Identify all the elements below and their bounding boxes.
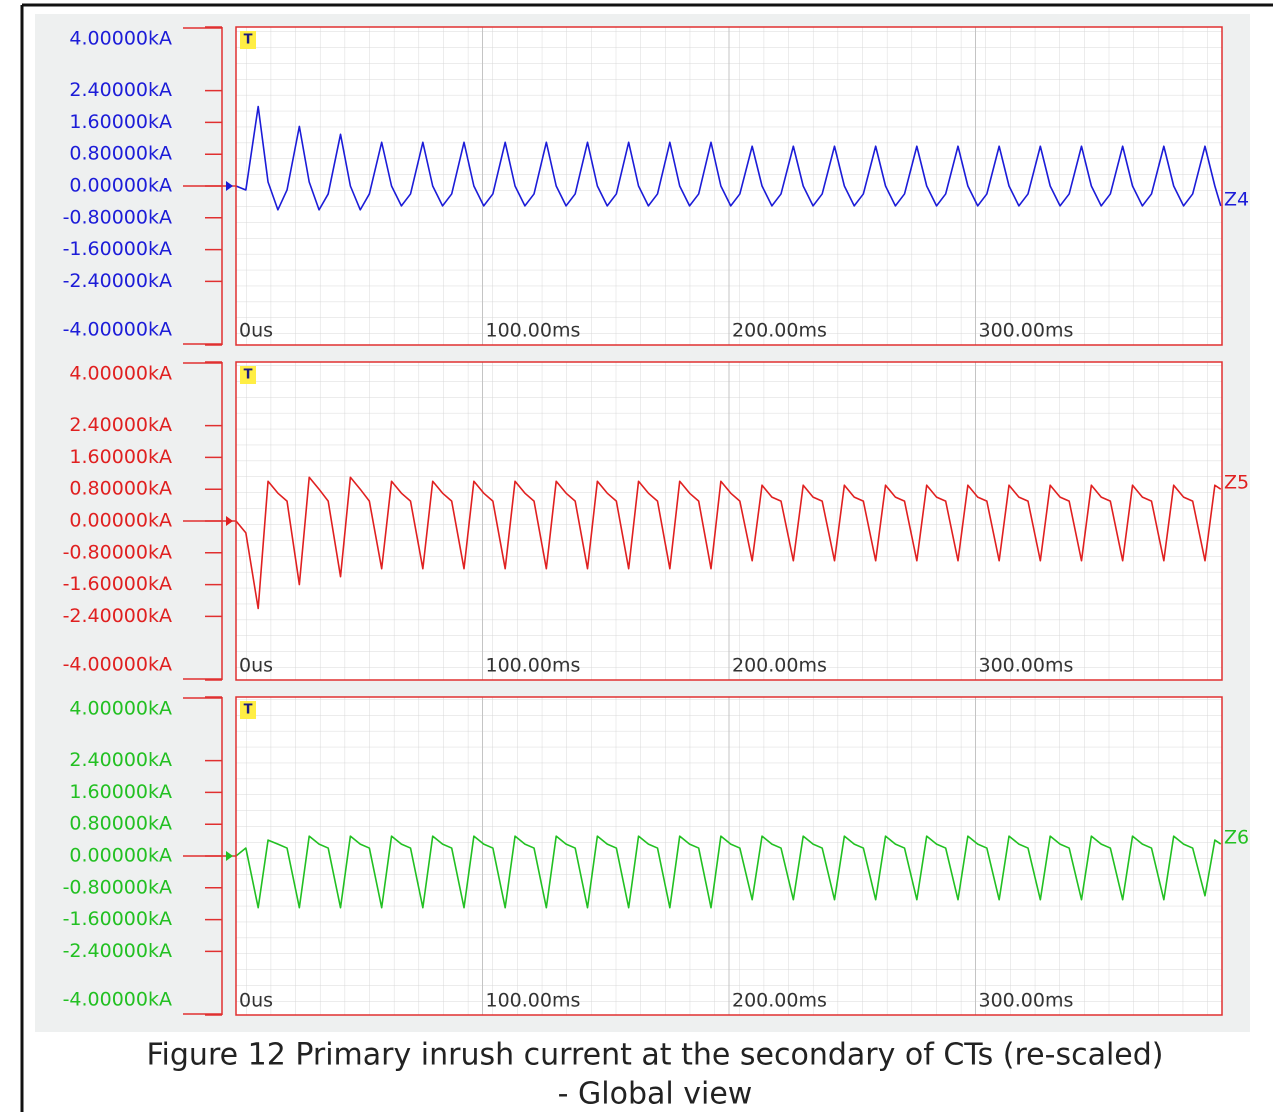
y-tick-label: 1.60000kA bbox=[69, 446, 172, 468]
x-tick-label: 0us bbox=[239, 990, 273, 1012]
y-tick-label: 0.00000kA bbox=[69, 510, 172, 532]
y-tick-label: -0.80000kA bbox=[63, 206, 172, 228]
y-tick-label: 0.00000kA bbox=[69, 175, 172, 197]
y-tick-label: -4.00000kA bbox=[63, 654, 172, 676]
zero-marker bbox=[226, 516, 233, 526]
y-tick-label: -0.80000kA bbox=[63, 876, 172, 898]
y-tick-label: 2.40000kA bbox=[69, 79, 172, 101]
y-tick-label: 4.00000kA bbox=[69, 363, 172, 385]
y-tick-label: -1.60000kA bbox=[63, 238, 172, 260]
zero-marker bbox=[226, 181, 233, 191]
y-tick-label: -1.60000kA bbox=[63, 573, 172, 595]
caption: - Global view bbox=[558, 1077, 753, 1112]
x-tick-label: 300.00ms bbox=[979, 320, 1074, 342]
x-tick-label: 200.00ms bbox=[732, 655, 827, 677]
trigger-badge bbox=[240, 31, 256, 49]
plot-border bbox=[235, 26, 1223, 346]
y-tick-label: 2.40000kA bbox=[69, 749, 172, 771]
series-line bbox=[235, 105, 1222, 211]
x-tick-label: 0us bbox=[239, 655, 273, 677]
trigger-label: T bbox=[244, 368, 253, 383]
plot-border bbox=[235, 361, 1223, 681]
x-tick-label: 100.00ms bbox=[486, 655, 581, 677]
trigger-label: T bbox=[244, 33, 253, 48]
y-tick-label: -4.00000kA bbox=[63, 319, 172, 341]
caption: Figure 12 Primary inrush current at the … bbox=[146, 1038, 1163, 1073]
plot-border bbox=[235, 696, 1223, 1016]
series-line bbox=[235, 476, 1222, 610]
y-tick-label: 0.80000kA bbox=[69, 143, 172, 165]
x-tick-label: 0us bbox=[239, 320, 273, 342]
x-tick-label: 100.00ms bbox=[486, 990, 581, 1012]
x-tick-label: 200.00ms bbox=[732, 990, 827, 1012]
series-line bbox=[235, 835, 1222, 909]
y-tick-label: 1.60000kA bbox=[69, 781, 172, 803]
series-name: Z5 bbox=[1224, 472, 1249, 494]
y-tick-label: 4.00000kA bbox=[69, 28, 172, 50]
y-tick-label: 1.60000kA bbox=[69, 111, 172, 133]
y-tick-label: 0.80000kA bbox=[69, 813, 172, 835]
y-tick-label: 0.00000kA bbox=[69, 845, 172, 867]
y-tick-label: -2.40000kA bbox=[63, 605, 172, 627]
y-tick-label: 2.40000kA bbox=[69, 414, 172, 436]
x-tick-label: 300.00ms bbox=[979, 990, 1074, 1012]
y-tick-label: -1.60000kA bbox=[63, 908, 172, 930]
zero-marker bbox=[226, 851, 233, 861]
trigger-badge bbox=[240, 701, 256, 719]
y-tick-label: 4.00000kA bbox=[69, 698, 172, 720]
y-tick-label: -0.80000kA bbox=[63, 541, 172, 563]
y-tick-label: -4.00000kA bbox=[63, 989, 172, 1011]
x-tick-label: 300.00ms bbox=[979, 655, 1074, 677]
x-tick-label: 200.00ms bbox=[732, 320, 827, 342]
y-tick-label: -2.40000kA bbox=[63, 270, 172, 292]
y-tick-label: 0.80000kA bbox=[69, 478, 172, 500]
trigger-label: T bbox=[244, 703, 253, 718]
trigger-badge bbox=[240, 366, 256, 384]
y-tick-label: -2.40000kA bbox=[63, 940, 172, 962]
series-name: Z4 bbox=[1224, 188, 1249, 210]
series-name: Z6 bbox=[1224, 827, 1249, 849]
x-tick-label: 100.00ms bbox=[486, 320, 581, 342]
